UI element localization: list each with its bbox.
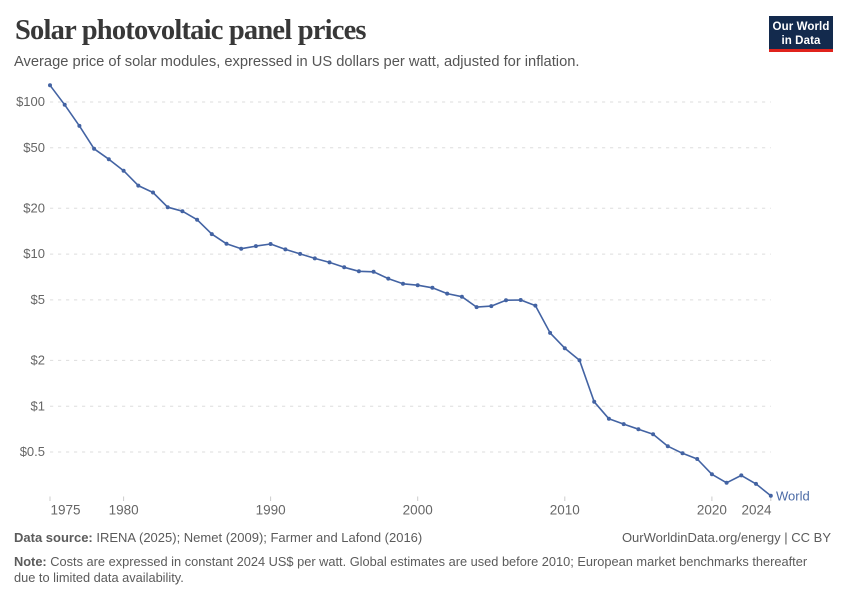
svg-text:2010: 2010: [550, 503, 580, 518]
svg-text:$50: $50: [23, 140, 45, 155]
svg-text:2000: 2000: [403, 503, 433, 518]
svg-text:$1: $1: [31, 398, 45, 413]
svg-text:$0.5: $0.5: [20, 444, 45, 459]
svg-text:$5: $5: [31, 292, 45, 307]
svg-text:$2: $2: [31, 353, 45, 368]
svg-text:$20: $20: [23, 200, 45, 215]
svg-text:1990: 1990: [256, 503, 286, 518]
svg-text:1980: 1980: [109, 503, 139, 518]
svg-text:$10: $10: [23, 246, 45, 261]
svg-text:$100: $100: [16, 94, 45, 109]
svg-text:World: World: [776, 489, 810, 504]
svg-text:1975: 1975: [51, 503, 81, 518]
svg-text:2020: 2020: [697, 503, 727, 518]
svg-text:2024: 2024: [741, 503, 772, 518]
